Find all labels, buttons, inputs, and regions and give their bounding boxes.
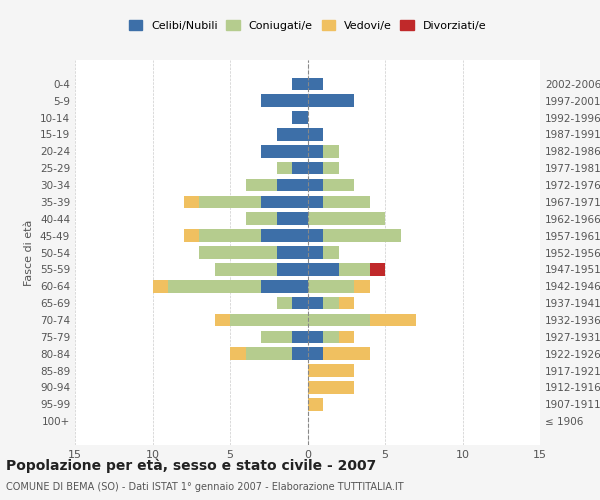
Bar <box>308 330 323 343</box>
Bar <box>292 348 308 360</box>
Bar <box>323 348 370 360</box>
Bar <box>308 128 323 141</box>
Bar <box>308 230 323 242</box>
Bar <box>323 178 354 192</box>
Bar <box>308 348 323 360</box>
Bar <box>308 78 323 90</box>
Bar <box>338 297 354 310</box>
Bar <box>292 330 308 343</box>
Bar <box>230 348 245 360</box>
Bar <box>308 162 323 174</box>
Bar <box>323 162 338 174</box>
Bar <box>199 230 261 242</box>
Bar <box>308 364 354 377</box>
Bar <box>245 212 277 225</box>
Bar <box>184 230 199 242</box>
Bar <box>308 212 385 225</box>
Bar <box>245 178 277 192</box>
Bar <box>277 212 308 225</box>
Bar <box>308 145 323 158</box>
Bar <box>323 196 370 208</box>
Bar <box>308 246 323 259</box>
Bar <box>370 314 416 326</box>
Bar <box>277 128 308 141</box>
Bar <box>323 145 338 158</box>
Bar <box>277 297 292 310</box>
Bar <box>338 263 370 276</box>
Bar <box>323 297 338 310</box>
Bar <box>292 78 308 90</box>
Bar <box>261 230 308 242</box>
Bar <box>277 178 308 192</box>
Bar <box>308 314 370 326</box>
Bar <box>370 263 385 276</box>
Bar <box>230 314 308 326</box>
Bar <box>277 246 308 259</box>
Bar <box>184 196 199 208</box>
Bar <box>199 246 277 259</box>
Bar <box>354 280 370 292</box>
Bar <box>277 162 292 174</box>
Bar <box>338 330 354 343</box>
Bar <box>277 263 308 276</box>
Bar <box>261 330 292 343</box>
Bar <box>261 280 308 292</box>
Bar <box>308 196 323 208</box>
Bar <box>323 330 338 343</box>
Bar <box>308 178 323 192</box>
Bar <box>308 263 338 276</box>
Bar <box>215 314 230 326</box>
Bar <box>261 94 308 107</box>
Text: COMUNE DI BEMA (SO) - Dati ISTAT 1° gennaio 2007 - Elaborazione TUTTITALIA.IT: COMUNE DI BEMA (SO) - Dati ISTAT 1° genn… <box>6 482 404 492</box>
Bar <box>292 111 308 124</box>
Bar <box>215 263 277 276</box>
Bar <box>323 230 401 242</box>
Bar <box>168 280 261 292</box>
Bar <box>308 297 323 310</box>
Bar <box>292 297 308 310</box>
Bar <box>308 398 323 410</box>
Bar <box>152 280 168 292</box>
Bar <box>292 162 308 174</box>
Bar <box>323 246 338 259</box>
Bar <box>199 196 261 208</box>
Y-axis label: Fasce di età: Fasce di età <box>25 220 34 286</box>
Bar <box>308 280 354 292</box>
Bar <box>308 381 354 394</box>
Bar <box>245 348 292 360</box>
Text: Popolazione per età, sesso e stato civile - 2007: Popolazione per età, sesso e stato civil… <box>6 458 376 473</box>
Bar <box>308 94 354 107</box>
Legend: Celibi/Nubili, Coniugati/e, Vedovi/e, Divorziati/e: Celibi/Nubili, Coniugati/e, Vedovi/e, Di… <box>124 16 491 35</box>
Bar <box>261 196 308 208</box>
Bar <box>261 145 308 158</box>
